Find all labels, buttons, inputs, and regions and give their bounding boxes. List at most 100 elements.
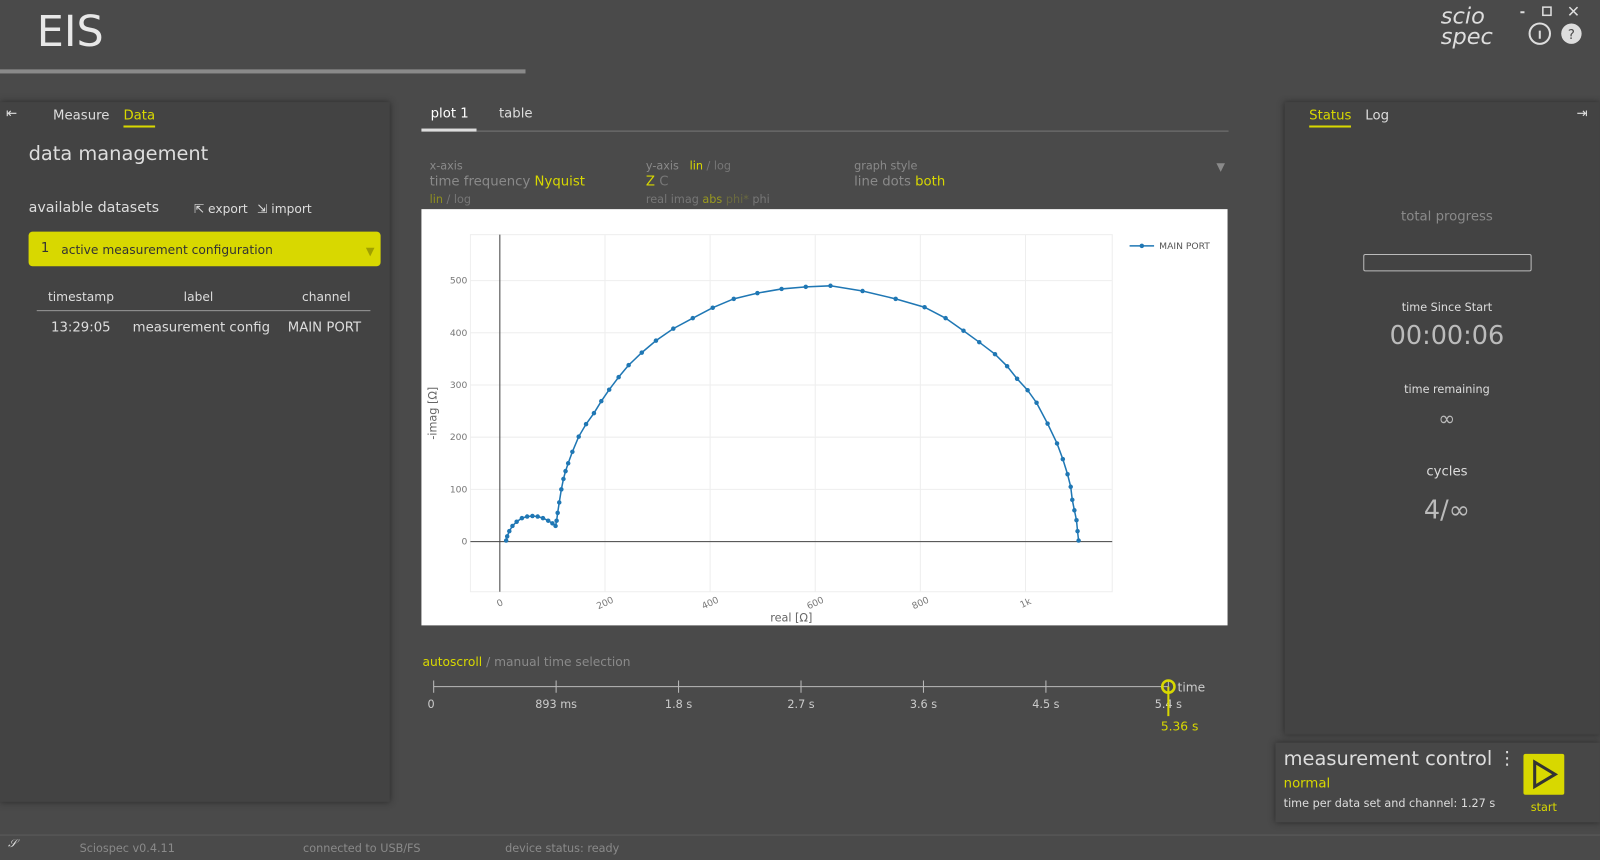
app-title: EIS	[36, 6, 104, 57]
active-dataset[interactable]: 1 active measurement configuration ▼	[28, 231, 381, 267]
data-point	[555, 510, 560, 516]
option[interactable]: C	[659, 174, 669, 190]
collapse-right[interactable]: ⇥	[1576, 106, 1588, 122]
option-label: graph style	[854, 159, 918, 173]
option-group[interactable]: lin / log	[430, 193, 471, 206]
data-point	[755, 290, 760, 296]
y-tick-label: 100	[450, 484, 468, 495]
option[interactable]: log	[713, 159, 732, 173]
option[interactable]: phi	[752, 192, 770, 207]
data-point	[599, 398, 604, 404]
slider-handle[interactable]	[1160, 679, 1176, 694]
y-tick-label: 400	[450, 328, 468, 339]
option[interactable]: dots	[882, 174, 911, 190]
data-point	[563, 468, 568, 474]
data-point	[514, 519, 519, 525]
data-point	[1074, 517, 1079, 523]
x-tick-label: 800	[910, 595, 931, 612]
data-point	[550, 521, 555, 526]
option-active[interactable]: Z	[645, 174, 656, 190]
column-header: channel	[302, 289, 351, 305]
option-active[interactable]: lin	[429, 192, 443, 207]
logo: scio spec	[1440, 4, 1493, 49]
logo-top: scio	[1440, 4, 1485, 30]
start-label: start	[1530, 800, 1557, 815]
label: total progress	[1401, 209, 1493, 225]
tab-active[interactable]: Status	[1309, 108, 1352, 128]
data-point	[591, 410, 597, 416]
status-text: connected to USB/FS	[303, 841, 421, 855]
status-rule	[0, 834, 1600, 836]
option[interactable]: log	[453, 192, 472, 207]
option-group[interactable]: autoscroll / manual time selection	[422, 655, 630, 669]
right-panel	[1284, 102, 1600, 735]
data-point	[1004, 363, 1010, 369]
collapse-left[interactable]: ⇤	[6, 106, 18, 122]
option-group[interactable]: Z C	[646, 174, 669, 189]
option-active[interactable]: autoscroll	[422, 654, 483, 670]
tab-active[interactable]: plot 1	[430, 106, 469, 122]
data-point	[1075, 528, 1080, 534]
y-tick-label: 500	[450, 276, 468, 287]
option-active[interactable]: abs	[702, 192, 723, 207]
option[interactable]: frequency	[463, 174, 531, 190]
option[interactable]: real	[645, 192, 668, 207]
y-tick-label: 0	[461, 537, 467, 548]
data-point	[570, 449, 575, 455]
option-group[interactable]: real imag abs phi* phi	[646, 193, 770, 206]
data-point	[922, 304, 927, 310]
data-point	[671, 326, 676, 331]
option[interactable]: phi*	[725, 192, 749, 207]
export-button[interactable]: ⇱ export	[193, 201, 248, 217]
mode[interactable]: normal	[1283, 776, 1331, 792]
data-point	[690, 315, 696, 321]
menu-dots[interactable]: ⋮	[1497, 747, 1517, 770]
window-icons[interactable]: ?	[1520, 4, 1591, 47]
y-axis-title: -imag [Ω]	[427, 387, 440, 440]
data-point	[779, 286, 784, 292]
data-point	[828, 283, 833, 289]
tab[interactable]: Log	[1365, 108, 1390, 124]
option[interactable]: manual time selection	[494, 654, 631, 670]
separator: /	[486, 654, 491, 670]
data-point	[553, 523, 558, 529]
slider-label: 3.6 s	[910, 698, 937, 711]
option-active[interactable]: both	[915, 174, 946, 190]
data-point	[556, 500, 562, 505]
tab-active[interactable]: Data	[123, 108, 156, 128]
data-point	[860, 288, 865, 294]
time-slider[interactable]: 0 893 ms 1.8 s 2.7 s 3.6 s 4.5 s 5.4 stime5.36…	[413, 673, 1229, 744]
data-point	[503, 538, 509, 543]
option-group[interactable]: time frequency Nyquist	[430, 174, 585, 189]
data-point	[1054, 441, 1060, 446]
x-tick-label: 600	[805, 595, 826, 612]
option-active[interactable]: lin	[689, 159, 703, 173]
start-button[interactable]	[1523, 753, 1565, 795]
data-point	[1065, 472, 1070, 477]
option[interactable]: time	[429, 174, 460, 190]
expand-arrow[interactable]: ▼	[1216, 160, 1225, 174]
data-point	[1045, 421, 1050, 426]
data-point	[616, 374, 621, 380]
data-point	[976, 339, 982, 345]
cell: measurement config	[132, 320, 271, 336]
tab[interactable]: Measure	[53, 108, 110, 124]
data-point	[559, 487, 564, 492]
import-button[interactable]: ⇲ import	[257, 201, 312, 217]
option[interactable]: line	[854, 174, 879, 190]
slider-label: 893 ms	[535, 698, 577, 711]
tab[interactable]: table	[498, 106, 533, 122]
x-tick-label: 1k	[1018, 596, 1033, 611]
option[interactable]: imag	[670, 192, 699, 207]
chart: 0 100 200 300 400 500 0 200 400 600 800 1k real [Ω] -…	[421, 209, 1228, 626]
index: 1	[40, 240, 50, 257]
option-group[interactable]: line dots both	[854, 174, 945, 189]
x-tick-label: 0	[495, 597, 505, 610]
data-point	[535, 514, 540, 519]
option-active[interactable]: Nyquist	[534, 174, 585, 190]
option-label: x-axis	[429, 159, 463, 173]
cell: 13:29:05	[51, 320, 111, 336]
elapsed-value: 00:00:06	[1389, 320, 1505, 350]
